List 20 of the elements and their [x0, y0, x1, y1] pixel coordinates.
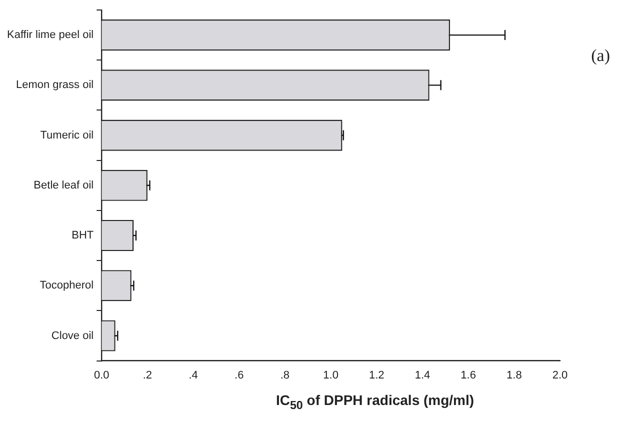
- y-tick-label: BHT: [72, 230, 94, 242]
- x-tick-label: 1.0: [323, 369, 338, 382]
- x-tick-label: 1.2: [368, 369, 384, 382]
- x-axis-title: IC$_{50}$ of DPPH radicals (mg/ml): [274, 392, 476, 412]
- x-tick-label: .2: [142, 369, 152, 382]
- y-tick-label: Tocopherol: [40, 280, 94, 292]
- x-tick-label: .4: [188, 369, 198, 382]
- y-tick-label: Clove oil: [51, 330, 94, 342]
- x-tick-label: .6: [234, 369, 244, 382]
- y-tick-label: Betle leaf oil: [34, 179, 94, 192]
- x-tick-label: 1.4: [414, 369, 430, 382]
- y-tick-label: Lemon grass oil: [16, 79, 94, 92]
- text: (a): [591, 46, 610, 66]
- y-tick-label: Tumeric oil: [40, 129, 94, 142]
- x-tick-label: 1.8: [506, 369, 522, 382]
- x-tick-label: 2.0: [552, 369, 568, 382]
- x-tick-label: .8: [280, 369, 290, 382]
- x-tick-label: 0.0: [94, 369, 110, 382]
- y-tick-label: Kaffir lime peel oil: [6, 29, 94, 42]
- x-tick-label: 1.6: [460, 369, 476, 382]
